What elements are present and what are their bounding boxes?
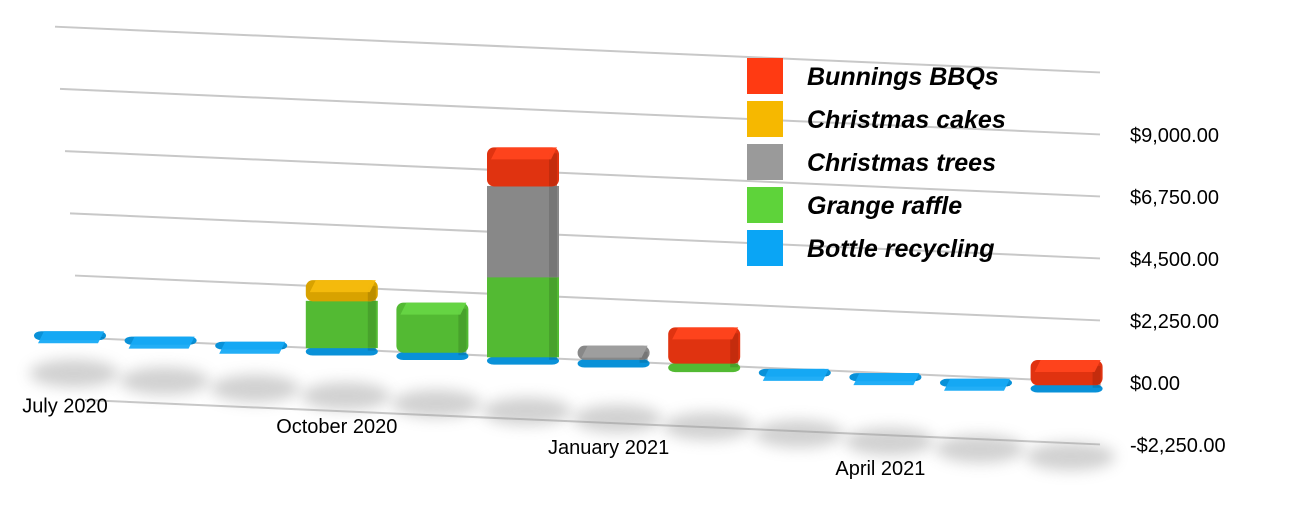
y-tick-label: -$2,250.00 bbox=[1130, 435, 1226, 457]
bar-segment-grange-raffle bbox=[305, 300, 378, 349]
bar-segment-bottle-recycling bbox=[396, 352, 469, 361]
bar-july-2020 bbox=[34, 331, 106, 344]
legend-label: Christmas trees bbox=[807, 149, 996, 177]
legend-label: Bunnings BBQs bbox=[807, 63, 999, 91]
legend-label: Grange raffle bbox=[807, 192, 962, 220]
bar-shadow bbox=[391, 389, 482, 418]
bar-segment-edge bbox=[458, 308, 467, 353]
legend-item-bunnings-bbqs: Bunnings BBQs bbox=[747, 58, 999, 94]
bar-shadows bbox=[29, 359, 1116, 471]
x-tick-label: April 2021 bbox=[835, 458, 925, 480]
bar-segment-grange-raffle bbox=[668, 363, 741, 373]
bar-segment-edge bbox=[549, 356, 557, 360]
bar-shadow bbox=[935, 435, 1025, 464]
y-tick-label: $0.00 bbox=[1130, 373, 1180, 395]
bar-shadow bbox=[29, 359, 119, 388]
bar-top-face bbox=[400, 302, 467, 315]
bar-shadow bbox=[572, 404, 663, 433]
bar-segment-edge bbox=[639, 359, 648, 363]
gridline bbox=[59, 87, 1101, 136]
bar-segment-christmas-trees bbox=[487, 185, 559, 278]
legend-swatch bbox=[747, 230, 783, 266]
bar-segment-edge bbox=[458, 352, 467, 356]
bar-january-2021 bbox=[577, 345, 650, 368]
bar-top-face bbox=[1034, 359, 1101, 372]
legend-label: Bottle recycling bbox=[807, 235, 995, 263]
legend: Bunnings BBQs Christmas cakes Christmas tr… bbox=[747, 58, 1006, 266]
bar-segment-grange-raffle bbox=[487, 276, 559, 358]
bar-top-face bbox=[128, 336, 195, 349]
bar-segment-grange-raffle bbox=[396, 302, 469, 353]
gridline bbox=[74, 274, 1101, 322]
legend-item-bottle-recycling: Bottle recycling bbox=[747, 230, 995, 266]
bar-shadow bbox=[1025, 442, 1116, 471]
x-tick-label: January 2021 bbox=[548, 437, 669, 459]
legend-item-grange-raffle: Grange raffle bbox=[747, 187, 962, 223]
legend-swatch bbox=[747, 101, 783, 137]
y-tick-label: $4,500.00 bbox=[1130, 249, 1219, 271]
bar-shadow bbox=[210, 374, 300, 403]
bar-segment-edge bbox=[730, 363, 739, 368]
legend-item-christmas-cakes: Christmas cakes bbox=[747, 101, 1006, 137]
bar-top-face bbox=[672, 327, 739, 340]
bar-segment-bottle-recycling bbox=[1030, 384, 1103, 393]
bar-top-face bbox=[762, 368, 829, 381]
bar-august-2020 bbox=[124, 336, 197, 349]
legend-item-christmas-trees: Christmas trees bbox=[747, 144, 996, 180]
bar-shadow bbox=[754, 419, 844, 448]
bar-february-2021 bbox=[668, 327, 741, 373]
bar-segment-edge bbox=[367, 286, 376, 301]
bars bbox=[34, 147, 1103, 393]
bar-segment-edge bbox=[549, 185, 557, 277]
legend-swatch bbox=[747, 187, 783, 223]
bar-top-face bbox=[581, 345, 648, 358]
x-tick-label: October 2020 bbox=[276, 416, 397, 438]
x-tick-label: July 2020 bbox=[22, 395, 108, 417]
legend-swatch bbox=[747, 144, 783, 180]
legend-swatch bbox=[747, 58, 783, 94]
gridline bbox=[69, 212, 1101, 260]
bar-top-face bbox=[491, 147, 557, 160]
bar-shadow bbox=[119, 366, 210, 395]
bar-top-face bbox=[944, 378, 1010, 391]
bar-segment-edge bbox=[639, 351, 648, 360]
bar-segment-edge bbox=[730, 333, 739, 364]
bar-september-2020 bbox=[215, 341, 288, 354]
bar-april-2021 bbox=[849, 373, 922, 386]
bar-top-face bbox=[219, 341, 286, 354]
bar-december-2020 bbox=[487, 147, 559, 365]
bar-segment-edge bbox=[1092, 384, 1101, 388]
bar-november-2020 bbox=[396, 302, 469, 361]
bar-march-2021 bbox=[758, 368, 831, 381]
bar-segment-bottle-recycling bbox=[305, 347, 378, 356]
y-tick-label: $2,250.00 bbox=[1130, 311, 1219, 333]
bar-top-face bbox=[853, 373, 920, 386]
x-axis-category-labels: July 2020 October 2020 January 2021 April 2… bbox=[22, 395, 925, 480]
bar-shadow bbox=[844, 427, 935, 456]
y-tick-label: $9,000.00 bbox=[1130, 125, 1219, 147]
y-tick-label: $6,750.00 bbox=[1130, 187, 1219, 209]
bar-top-face bbox=[309, 280, 376, 293]
bar-october-2020 bbox=[305, 280, 378, 356]
bar-segment-bottle-recycling bbox=[487, 356, 559, 365]
bar-segment-bottle-recycling bbox=[577, 359, 650, 368]
legend-label: Christmas cakes bbox=[807, 106, 1006, 134]
gridline bbox=[64, 150, 1101, 198]
y-axis-tick-labels: -$2,250.00 $0.00 $2,250.00 $4,500.00 $6,750.… bbox=[1130, 125, 1226, 457]
bar-segment-edge bbox=[1092, 365, 1101, 385]
bar-june-2021 bbox=[1030, 359, 1103, 393]
bar-top-face bbox=[38, 331, 104, 344]
bar-shadow bbox=[482, 397, 572, 426]
bar-segment-edge bbox=[367, 347, 376, 351]
bar-segment-edge bbox=[549, 153, 557, 186]
bar-shadow bbox=[301, 382, 391, 411]
gridline bbox=[54, 25, 1101, 74]
bar-shadow bbox=[663, 412, 753, 441]
bar-segment-edge bbox=[367, 300, 376, 348]
bar-may-2021 bbox=[940, 378, 1012, 391]
bar-segment-edge bbox=[549, 276, 557, 357]
